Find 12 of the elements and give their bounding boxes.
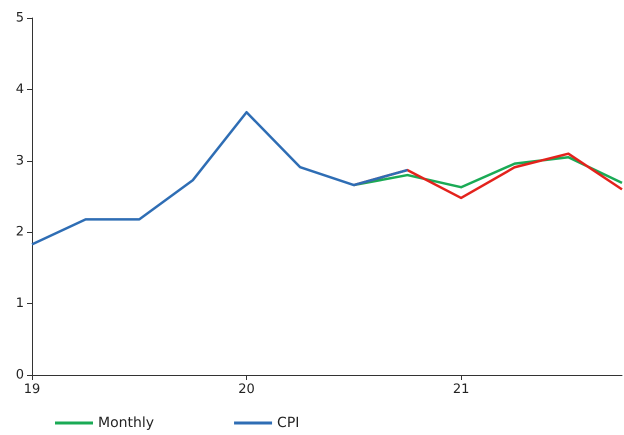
y-tick-label: 2 (16, 224, 24, 240)
x-tick-label: 20 (238, 382, 255, 397)
y-tick-label: 3 (16, 153, 24, 168)
y-tick-label: 0 (16, 368, 24, 382)
y-tick-label: 4 (16, 82, 24, 97)
legend-label: CPI (277, 415, 300, 431)
y-tick-label: 5 (16, 10, 24, 26)
x-tick-label: 21 (452, 382, 470, 397)
y-tick-label: 1 (16, 296, 24, 312)
legend-label: Monthly (98, 415, 154, 431)
line-series (30, 111, 409, 246)
x-tick-label: 19 (24, 382, 40, 397)
